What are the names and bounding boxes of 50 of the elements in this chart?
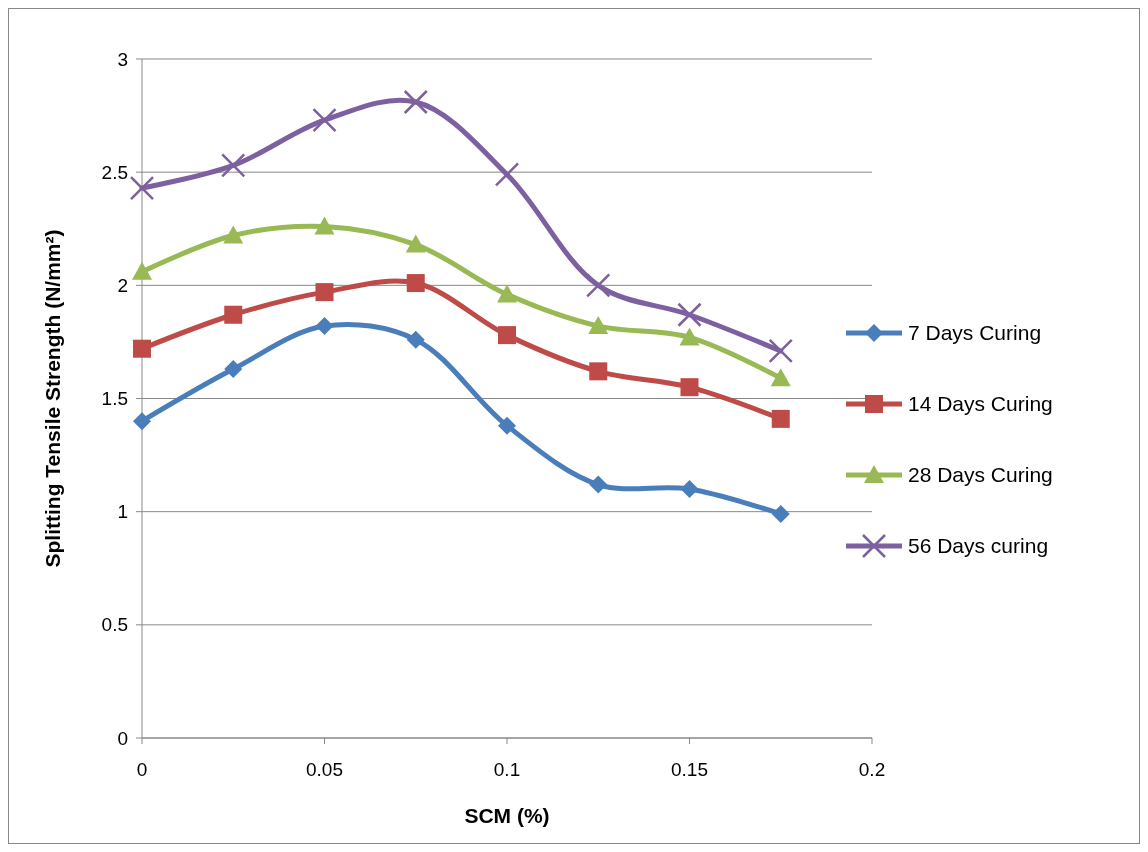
point: [133, 339, 151, 358]
point: [406, 274, 425, 293]
y-tick-label: 3: [117, 48, 128, 70]
point: [494, 162, 520, 187]
x-tick-label: 0.05: [306, 759, 343, 780]
legend-label: 28 Days Curing: [908, 463, 1053, 487]
point: [771, 504, 790, 523]
y-tick-label: 2: [117, 274, 128, 296]
y-tick-label: 0: [117, 727, 128, 749]
point: [771, 409, 790, 428]
legend-label: 56 Days curing: [908, 534, 1049, 558]
y-axis-title: Splitting Tensile Strength (N/mm²): [41, 229, 64, 568]
point: [315, 317, 334, 336]
point: [498, 416, 516, 435]
x-tick-label: 0.2: [858, 759, 886, 780]
point: [403, 89, 428, 115]
x-tick-label: 0: [136, 759, 148, 780]
point: [589, 475, 608, 494]
point: [677, 302, 702, 328]
x-tick-label: 0.15: [671, 759, 708, 780]
point: [133, 412, 151, 431]
point: [768, 338, 793, 364]
point: [680, 480, 699, 499]
x-tick-label: 0.1: [493, 759, 521, 780]
point: [223, 225, 244, 244]
point: [770, 368, 791, 387]
point: [129, 175, 155, 201]
point: [224, 305, 243, 324]
legend-label: 7 Days Curing: [908, 321, 1042, 345]
y-tick-label: 1.5: [101, 388, 128, 410]
x-axis-title: SCM (%): [464, 804, 550, 827]
point: [498, 326, 516, 345]
y-tick-label: 1: [117, 501, 128, 523]
point: [406, 330, 425, 349]
point: [405, 234, 426, 253]
point: [586, 273, 611, 298]
point: [221, 153, 246, 178]
y-tick-label: 0.5: [101, 614, 128, 636]
point: [314, 216, 335, 235]
point: [312, 107, 337, 133]
point: [588, 316, 609, 335]
legend-label: 14 Days Curing: [908, 392, 1053, 416]
point: [680, 378, 699, 397]
point: [679, 327, 700, 346]
point: [497, 284, 517, 303]
point: [132, 261, 152, 280]
point: [224, 360, 243, 379]
point: [315, 283, 334, 302]
point: [589, 362, 608, 381]
y-tick-label: 2.5: [101, 161, 128, 183]
